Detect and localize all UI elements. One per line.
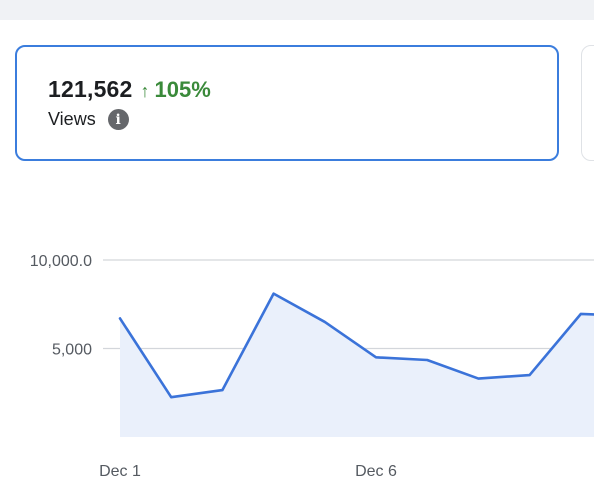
chart-series-line [118,292,594,399]
metric-value-row: 121,562 ↑ 105% [48,76,211,103]
arrow-up-icon: ↑ [140,81,150,101]
info-icon[interactable]: i [107,109,129,130]
metric-label-row: Views i [48,109,129,130]
next-metric-card[interactable] [581,45,594,161]
x-tick-label-1: Dec 6 [355,463,397,480]
metric-value: 121,562 [48,76,133,102]
metric-change-percent: 105% [154,77,211,102]
y-tick-label-1: 5,000 [52,342,92,359]
top-strip [0,0,594,20]
y-tick-label-0: 10,000.0 [30,253,92,270]
views-metric-card[interactable]: 121,562 ↑ 105% Views i [15,45,559,161]
y-axis-ticks: 10,000.0 5,000 [30,253,92,359]
chart-area-fill [120,293,594,437]
x-axis-ticks: Dec 1 Dec 6 [99,463,397,480]
metric-label: Views [48,109,96,129]
grid-lines [103,259,594,350]
metric-change: ↑ 105% [141,77,211,103]
area-fill [120,293,594,437]
x-tick-label-0: Dec 1 [99,463,141,480]
